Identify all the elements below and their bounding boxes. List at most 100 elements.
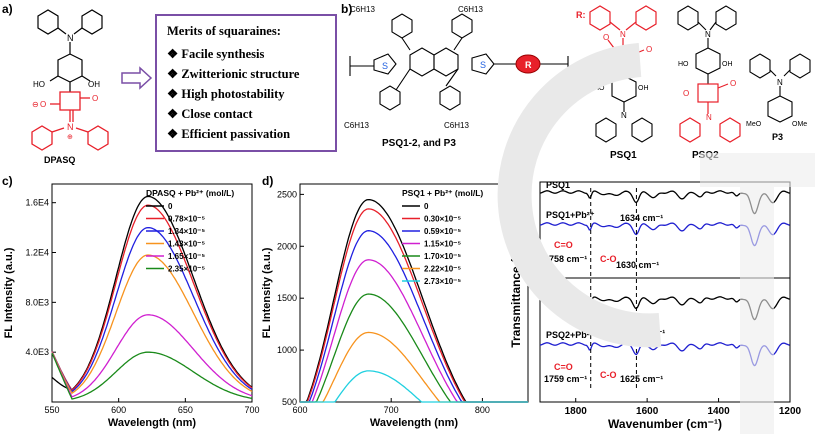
panel-label-c: c) xyxy=(2,174,13,188)
panel-label-a: a) xyxy=(2,2,13,16)
c6h13-label: C6H13 xyxy=(350,5,375,14)
ome-label: OMe xyxy=(792,121,807,128)
legend-label: 0.30×10⁻⁵ xyxy=(424,215,461,224)
minus-charge: ⊖ xyxy=(32,100,39,109)
repeat-n: n xyxy=(571,70,576,80)
x-tick-label: 600 xyxy=(111,405,126,415)
x-axis-label: Wavenumber (cm⁻¹) xyxy=(608,417,722,431)
y-tick-label: 1.6E4 xyxy=(25,198,49,208)
ftir-series-label: PSQ2 xyxy=(546,286,570,296)
r-colon-label: R: xyxy=(576,10,586,20)
ftir-series-label: PSQ1 xyxy=(546,180,570,190)
n-atom-top: N xyxy=(67,33,74,43)
x-tick-label: 800 xyxy=(475,405,490,415)
plus-charge: ⊕ xyxy=(67,134,73,141)
o-atom: O xyxy=(646,45,652,54)
c6h13-label: C6H13 xyxy=(344,121,369,130)
oh-label: OH xyxy=(638,85,649,92)
oh-label: OH xyxy=(722,61,733,68)
polymer-structures: S S C6H13 C6H13 C6H13 C6H13 R n PSQ1-2, … xyxy=(344,5,811,161)
o-minus-atom: O xyxy=(40,100,46,109)
sulfur-atom: S xyxy=(382,61,388,71)
peak-annotation: 1630 cm⁻¹ xyxy=(616,260,659,270)
legend-title: DPASQ + Pb²⁺ (mol/L) xyxy=(146,188,234,198)
ftir-series-label: PSQ1+Pb²⁺ xyxy=(546,210,595,220)
meo-label: MeO xyxy=(746,121,762,128)
peak-annotation: 1758 cm⁻¹ xyxy=(544,254,587,264)
series-line xyxy=(51,314,253,398)
series-line xyxy=(300,293,528,403)
legend-title: PSQ1 + Pb²⁺ (mol/L) xyxy=(402,188,483,198)
x-tick-label: 600 xyxy=(292,405,307,415)
psq1-name: PSQ1 xyxy=(610,150,637,161)
legend-label: 1.70×10⁻⁵ xyxy=(424,252,461,261)
merit-item: ❖ Facile synthesis xyxy=(167,47,265,61)
o-atom: O xyxy=(683,89,689,98)
legend-label: 1.65×10⁻⁵ xyxy=(168,252,205,261)
c6h13-label: C6H13 xyxy=(444,121,469,130)
n-atom: N xyxy=(621,111,627,120)
peak-annotation: 1634 cm⁻¹ xyxy=(620,213,663,223)
y-axis-label: Transmittance (%) xyxy=(509,244,523,347)
legend-label: 1.34×10⁻⁵ xyxy=(168,227,205,236)
legend-label: 0 xyxy=(424,202,429,211)
x-tick-label: 700 xyxy=(244,405,259,415)
ho-label: HO xyxy=(33,80,45,89)
series-line xyxy=(51,254,253,395)
plot-frame xyxy=(51,183,253,403)
n-atom: N xyxy=(777,78,783,87)
legend-label: 2.35×10⁻⁵ xyxy=(168,265,205,274)
series-line xyxy=(51,195,253,391)
oh-label: OH xyxy=(88,80,100,89)
y-tick-label: 1.2E4 xyxy=(25,248,49,258)
y-tick-label: 2500 xyxy=(277,189,297,199)
chart-c: 550 600 650 700 4.0E3 8.0E3 1.2E4 1.6E4 Waveleng… xyxy=(3,183,260,429)
o-atom: O xyxy=(603,33,609,42)
y-tick-label: 4.0E3 xyxy=(25,347,49,357)
x-tick-label: 550 xyxy=(44,405,59,415)
bond-annotation: C=O xyxy=(554,362,573,372)
y-tick-label: 500 xyxy=(282,397,297,407)
n-atom: N xyxy=(706,113,712,122)
series-line xyxy=(300,208,528,403)
peak-annotation: 1625 cm⁻¹ xyxy=(620,374,663,384)
legend-label: 0.59×10⁻⁵ xyxy=(424,227,461,236)
x-tick-label: 1600 xyxy=(636,406,659,417)
dpasq-name: DPASQ xyxy=(44,155,75,165)
ho-label: HO xyxy=(594,85,605,92)
n-atom: N xyxy=(620,30,626,39)
ftir-trace xyxy=(539,296,790,321)
psq2-name: PSQ2 xyxy=(692,150,719,161)
series-line xyxy=(51,351,253,400)
ftir-trace xyxy=(539,222,790,247)
y-tick-label: 8.0E3 xyxy=(25,297,49,307)
r-group-label: R xyxy=(525,60,532,70)
merit-item: ❖ Efficient passivation xyxy=(167,127,291,141)
dpasq-structure: N HO OH O O ⊖ N ⊕ DPASQ xyxy=(31,9,109,165)
chart-e: 1800 1600 1400 1200 Wavenumber (cm⁻¹) Transmi… xyxy=(509,180,802,431)
series-line xyxy=(300,370,528,403)
x-tick-label: 1200 xyxy=(779,406,802,417)
ftir-series-label: PSQ2+Pb²⁺ xyxy=(546,330,595,340)
sulfur-atom: S xyxy=(480,60,486,70)
legend-label: 2.22×10⁻⁵ xyxy=(424,265,461,274)
merit-item: ❖ Zwitterionic structure xyxy=(167,67,300,81)
peak-annotation: 1759 cm⁻¹ xyxy=(544,374,587,384)
o-atom: O xyxy=(92,94,98,103)
series-line xyxy=(300,331,528,403)
o-atom: O xyxy=(730,79,736,88)
panel-label-d: d) xyxy=(262,174,274,188)
bond-annotation: C-O xyxy=(600,370,617,380)
ho-label: HO xyxy=(678,61,689,68)
p3-name: P3 xyxy=(772,132,783,142)
bond-annotation: C=O xyxy=(554,240,573,250)
x-tick-label: 1800 xyxy=(565,406,588,417)
plot-frame xyxy=(299,183,529,403)
series-line xyxy=(51,226,253,393)
merits-title: Merits of squaraines: xyxy=(167,24,281,38)
x-tick-label: 1400 xyxy=(707,406,730,417)
merit-item: ❖ High photostability xyxy=(167,87,285,101)
n-atom: N xyxy=(705,30,711,39)
x-tick-label: 650 xyxy=(178,405,193,415)
n-plus-atom: N xyxy=(67,122,74,132)
